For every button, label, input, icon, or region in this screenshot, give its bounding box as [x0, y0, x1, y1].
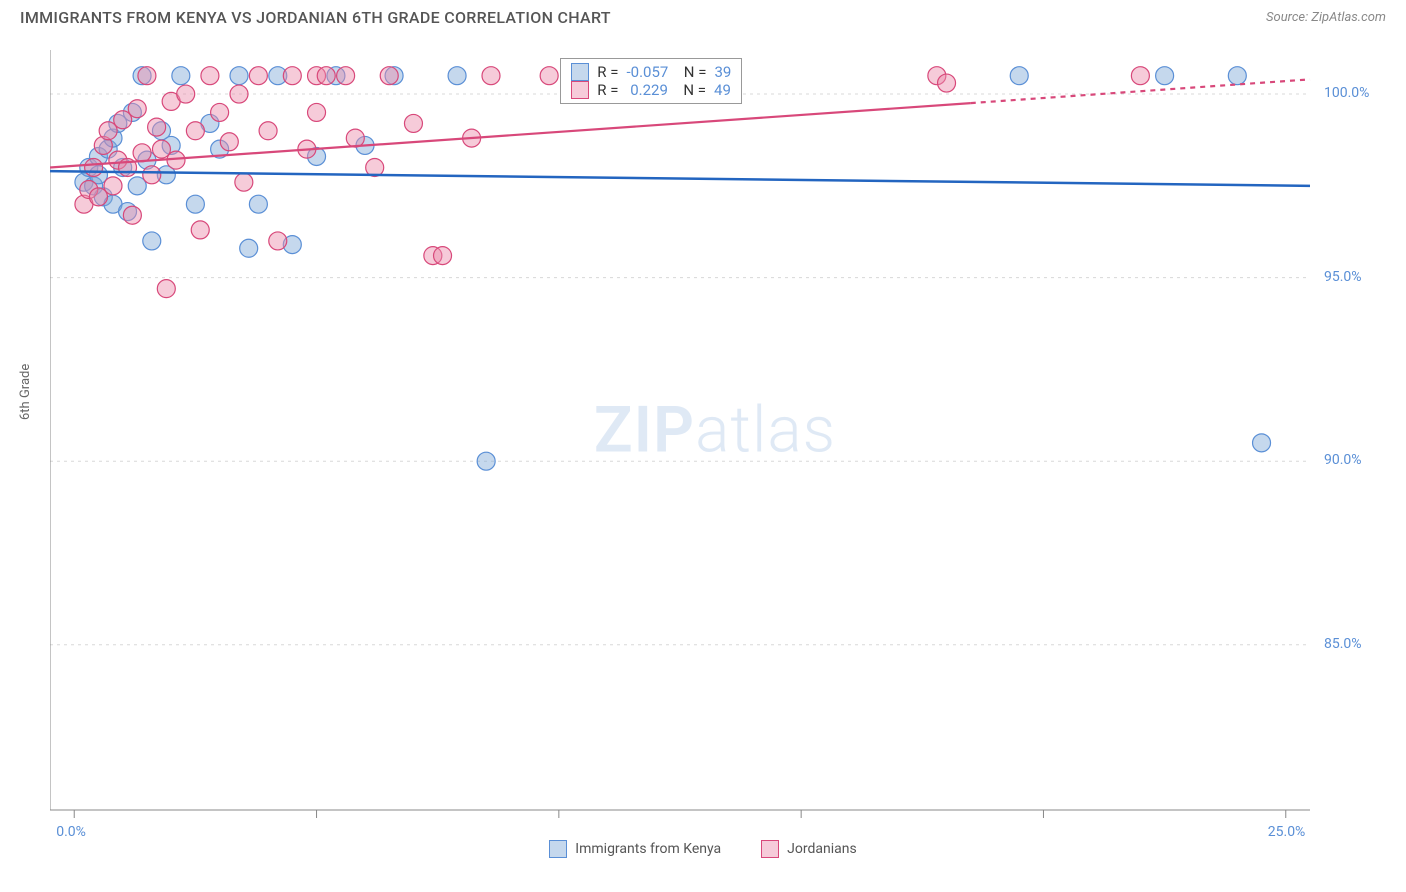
bottom-legend: Immigrants from Kenya Jordanians	[0, 840, 1406, 858]
correlation-stats-box: R = -0.057 N = 39 R = 0.229 N = 49	[560, 58, 742, 104]
legend-item: Jordanians	[761, 840, 857, 858]
series-swatch	[571, 81, 589, 99]
chart-source: Source: ZipAtlas.com	[1266, 10, 1386, 25]
stats-row: R = 0.229 N = 49	[571, 81, 731, 99]
r-value: 0.229	[627, 81, 668, 99]
x-tick-label: 25.0%	[1268, 824, 1306, 840]
chart-title: IMMIGRANTS FROM KENYA VS JORDANIAN 6TH G…	[20, 8, 611, 27]
r-value: -0.057	[627, 63, 669, 81]
series-swatch	[571, 63, 589, 81]
n-label: N =	[676, 81, 706, 99]
legend-label: Immigrants from Kenya	[575, 841, 721, 857]
r-label: R =	[597, 81, 618, 99]
n-value: 49	[714, 81, 731, 99]
y-tick-label: 85.0%	[1324, 636, 1362, 652]
legend-swatch	[761, 840, 779, 858]
r-label: R =	[597, 63, 618, 81]
chart-area: ZIPatlas R =-0.057 N =39R = 0.229 N =49	[50, 50, 1380, 810]
scatter-plot-svg	[50, 50, 1380, 820]
stats-row: R = -0.057 N = 39	[571, 63, 731, 81]
y-tick-label: 95.0%	[1324, 269, 1362, 285]
y-tick-label: 90.0%	[1324, 452, 1362, 468]
legend-item: Immigrants from Kenya	[549, 840, 721, 858]
y-axis-label: 6th Grade	[18, 364, 33, 420]
chart-header: IMMIGRANTS FROM KENYA VS JORDANIAN 6TH G…	[0, 0, 1406, 31]
n-label: N =	[676, 63, 706, 81]
legend-swatch	[549, 840, 567, 858]
y-tick-label: 100.0%	[1324, 85, 1369, 101]
n-value: 39	[714, 63, 731, 81]
x-tick-label: 0.0%	[56, 824, 86, 840]
legend-label: Jordanians	[787, 841, 857, 857]
